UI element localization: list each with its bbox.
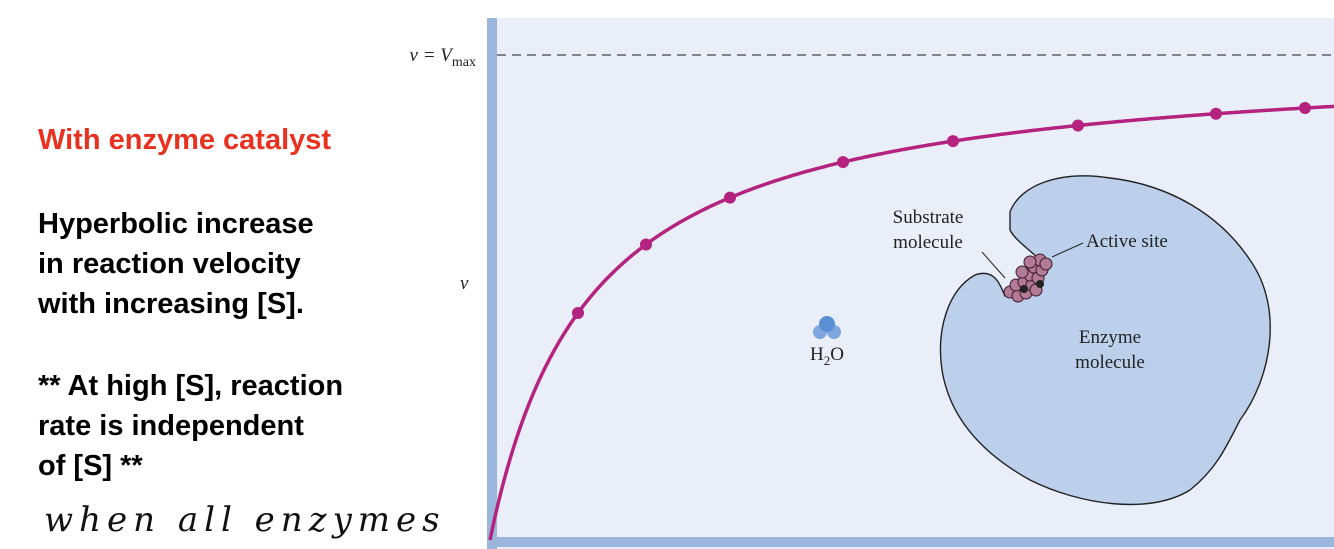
- curve-dot: [1299, 102, 1311, 115]
- substrate-label: Substrate: [893, 207, 964, 228]
- line: rate is independent: [38, 410, 304, 442]
- active-site-label: Active site: [1086, 231, 1168, 252]
- substrate-label: molecule: [893, 232, 963, 253]
- vmax-main: v = V: [410, 45, 455, 66]
- leader: [981, 251, 1006, 279]
- line: ** At high [S], reaction: [38, 370, 344, 402]
- x-axis: [487, 537, 1334, 547]
- point-2: ** At high [S], reaction rate is indepen…: [38, 366, 343, 486]
- atom: [1039, 257, 1053, 271]
- y-axis: [487, 18, 497, 549]
- curve-dot: [837, 156, 849, 169]
- leader: [1051, 242, 1084, 258]
- curve-dot: [947, 135, 959, 148]
- line: Hyperbolic increase: [38, 208, 314, 240]
- curve-dot: [1072, 119, 1084, 132]
- handwritten-note: when all enzymes: [44, 500, 446, 540]
- atom: [1023, 255, 1037, 269]
- line: with increasing [S].: [38, 288, 304, 320]
- o: O: [830, 344, 844, 365]
- sub: 2: [824, 353, 831, 368]
- atom: [1036, 280, 1044, 288]
- water-icon: [813, 316, 841, 339]
- heading: With enzyme catalyst: [38, 124, 332, 156]
- atom: [1015, 265, 1029, 279]
- curve-dot: [572, 306, 584, 319]
- enzyme-label: molecule: [1075, 352, 1145, 373]
- curve-dot: [640, 238, 652, 251]
- curve-dot: [1210, 107, 1222, 120]
- h: H: [810, 344, 824, 365]
- atom: [1020, 285, 1028, 293]
- line: of [S] **: [38, 450, 143, 482]
- substrate: [1003, 253, 1053, 303]
- line: in reaction velocity: [38, 248, 301, 280]
- curve-dot: [724, 191, 736, 204]
- vmax-sub: max: [452, 55, 476, 70]
- atom: [819, 316, 835, 332]
- hyperbola: [488, 104, 1334, 541]
- y-axis-label: v: [460, 273, 469, 294]
- enzyme-label: Enzyme: [1079, 327, 1141, 348]
- point-1: Hyperbolic increase in reaction velocity…: [38, 204, 314, 324]
- vmax-label: v = Vmax: [410, 45, 476, 70]
- water-label: H2O: [810, 344, 844, 368]
